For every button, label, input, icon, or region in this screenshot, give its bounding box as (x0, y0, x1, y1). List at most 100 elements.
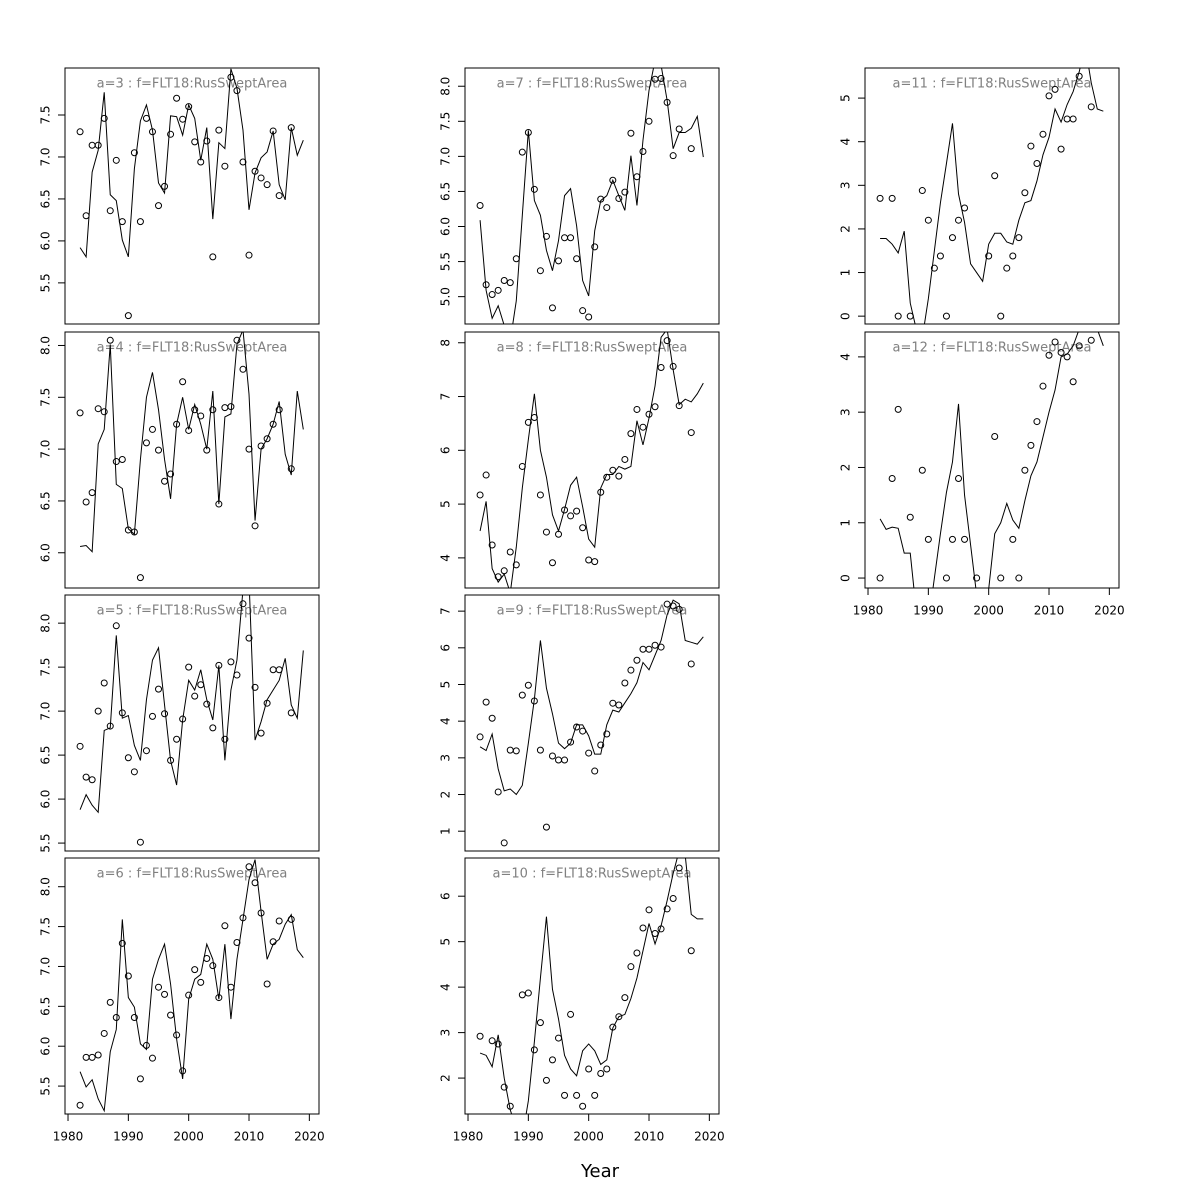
observed-point (112, 156, 120, 164)
observed-point (609, 1023, 617, 1031)
observed-point (494, 286, 502, 294)
observed-point (239, 914, 247, 922)
panel-frame (464, 857, 720, 1115)
observed-point (494, 573, 502, 581)
panel-title: a=10 : f=FLT18:RusSweptArea (493, 867, 692, 882)
observed-point (948, 234, 956, 242)
observed-point (136, 574, 144, 582)
y-tick-label: 8.0 (39, 336, 53, 355)
observed-point (233, 939, 241, 947)
observed-point (542, 528, 550, 536)
y-tick-label: 6.0 (439, 217, 453, 236)
fitted-line (479, 332, 704, 588)
observed-point (118, 709, 126, 717)
observed-point (1051, 338, 1059, 346)
panel-title: a=11 : f=FLT18:RusSweptArea (893, 77, 1092, 92)
observed-point (245, 863, 253, 871)
observed-point (506, 279, 514, 287)
observed-point (506, 548, 514, 556)
observed-point (482, 281, 490, 289)
observed-point (94, 707, 102, 715)
y-tick-label: 5.5 (439, 252, 453, 271)
observed-point (639, 924, 647, 932)
observed-point (500, 839, 508, 847)
observed-point (1087, 336, 1095, 344)
y-tick-label: 5 (439, 938, 453, 946)
y-tick-label: 7.0 (39, 957, 53, 976)
observed-point (651, 929, 659, 937)
observed-point (524, 129, 532, 137)
panel: a=8 : f=FLT18:RusSweptArea 4 5 6 7 8 (439, 331, 720, 589)
observed-point (155, 983, 163, 991)
observed-point (203, 700, 211, 708)
observed-point (112, 458, 120, 466)
observed-point (167, 1011, 175, 1019)
observed-point (615, 472, 623, 480)
observed-point (585, 313, 593, 321)
observed-point (669, 362, 677, 370)
observed-point (76, 409, 84, 417)
observed-point (894, 312, 902, 320)
observed-point (639, 645, 647, 653)
observed-point (942, 312, 950, 320)
observed-point (621, 994, 629, 1002)
observed-point (669, 152, 677, 160)
observed-point (112, 1014, 120, 1022)
observed-point (142, 439, 150, 447)
observed-point (106, 722, 114, 730)
observed-point (221, 162, 229, 170)
observed-point (675, 605, 683, 613)
observed-point (687, 660, 695, 668)
observed-point (251, 167, 259, 175)
observed-point (275, 917, 283, 925)
observed-point (112, 622, 120, 630)
plot-area (76, 859, 304, 1113)
observed-point (536, 1019, 544, 1027)
panel-frame (864, 331, 1120, 589)
observed-point (530, 1046, 538, 1054)
observed-point (888, 194, 896, 202)
observed-point (215, 994, 223, 1002)
observed-point (482, 471, 490, 479)
panel-frame (64, 857, 320, 1115)
observed-point (603, 1065, 611, 1073)
observed-point (657, 75, 665, 83)
observed-point (209, 253, 217, 261)
y-tick-label: 5.5 (39, 273, 53, 292)
panel-title: a=5 : f=FLT18:RusSweptArea (97, 604, 288, 619)
observed-point (530, 185, 538, 193)
x-tick-label: 2010 (1034, 604, 1065, 618)
x-tick-label: 1990 (113, 1130, 144, 1144)
observed-point (203, 446, 211, 454)
observed-point (88, 489, 96, 497)
observed-point (675, 125, 683, 133)
observed-point (1015, 574, 1023, 582)
y-tick-label: 5 (439, 681, 453, 689)
observed-point (536, 267, 544, 275)
x-tick-label: 1980 (453, 1130, 484, 1144)
observed-point (567, 512, 575, 520)
observed-point (142, 114, 150, 122)
observed-point (536, 746, 544, 754)
observed-point (191, 406, 199, 414)
observed-point (615, 1013, 623, 1021)
observed-point (669, 894, 677, 902)
observed-point (221, 735, 229, 743)
observed-point (76, 128, 84, 136)
observed-point (136, 218, 144, 226)
observed-point (124, 526, 132, 534)
plot-area (876, 332, 1104, 588)
observed-point (1057, 145, 1065, 153)
observed-point (197, 681, 205, 689)
observed-point (287, 915, 295, 923)
observed-point (561, 234, 569, 242)
observed-point (936, 252, 944, 260)
y-tick-label: 7.5 (439, 112, 453, 131)
observed-point (245, 445, 253, 453)
observed-point (609, 176, 617, 184)
observed-point (148, 425, 156, 433)
observed-point (675, 402, 683, 410)
y-tick-label: 6.5 (39, 746, 53, 765)
observed-point (597, 741, 605, 749)
